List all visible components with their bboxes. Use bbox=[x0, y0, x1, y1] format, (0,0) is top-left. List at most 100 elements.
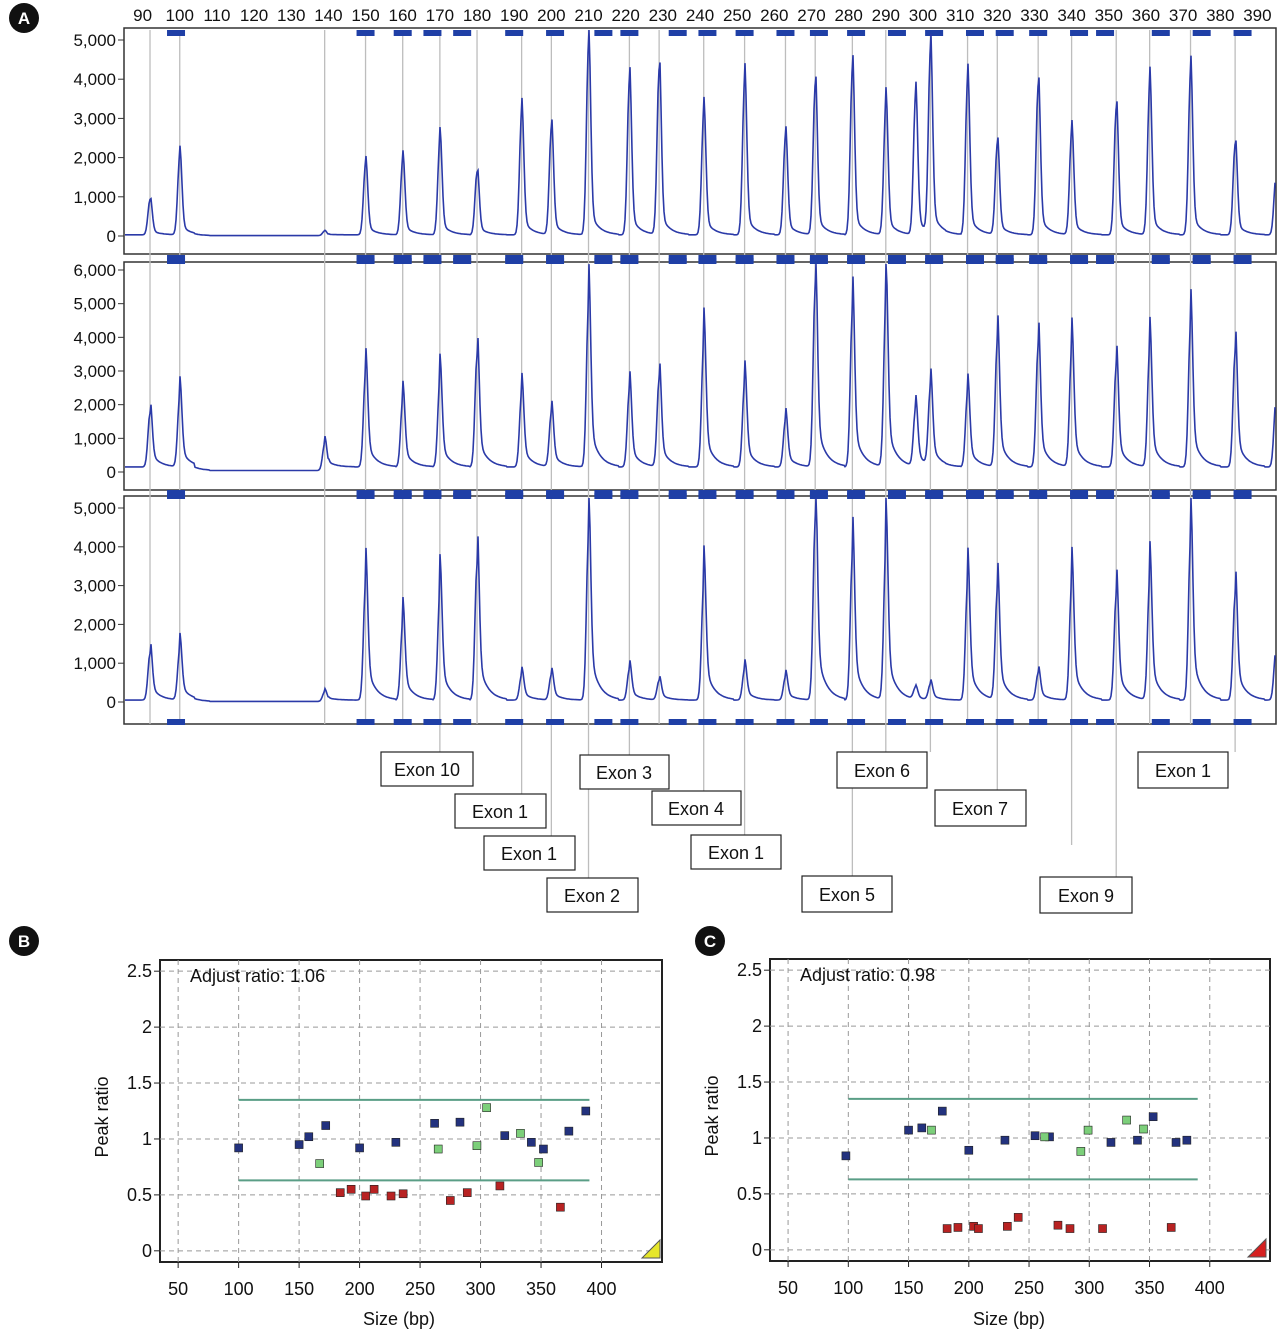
size-band bbox=[453, 719, 472, 725]
exon-label: Exon 1 bbox=[1155, 761, 1211, 781]
size-band bbox=[1029, 719, 1048, 725]
size-band bbox=[735, 258, 754, 264]
x-tick-label: 150 bbox=[894, 1278, 924, 1298]
exon-label: Exon 3 bbox=[596, 763, 652, 783]
size-band bbox=[620, 30, 639, 36]
point-green bbox=[482, 1103, 491, 1112]
size-band bbox=[620, 493, 639, 499]
size-tick-label: 280 bbox=[834, 6, 862, 25]
trace-3-frame bbox=[123, 495, 1277, 725]
trace-y-tick-label: 2,000 bbox=[73, 396, 116, 415]
size-band bbox=[423, 493, 442, 499]
y-tick-label: 0.5 bbox=[737, 1184, 762, 1204]
exon-label: Exon 2 bbox=[564, 886, 620, 906]
point-blue bbox=[294, 1140, 304, 1149]
panel-c-xlabel: Size (bp) bbox=[973, 1309, 1045, 1329]
size-band bbox=[423, 258, 442, 264]
size-band bbox=[925, 258, 944, 264]
y-tick-label: 1.5 bbox=[127, 1073, 152, 1093]
point-red bbox=[346, 1184, 356, 1194]
panel-c-bounds bbox=[848, 1097, 1198, 1181]
size-band bbox=[393, 493, 412, 499]
exon-label-box: Exon 4 bbox=[651, 790, 742, 826]
size-band bbox=[167, 258, 186, 264]
size-band bbox=[1029, 258, 1048, 264]
size-band bbox=[1096, 493, 1115, 499]
point-blue bbox=[564, 1126, 574, 1136]
x-tick-label: 50 bbox=[778, 1278, 798, 1298]
size-bands bbox=[167, 30, 1252, 725]
y-tick-label: 1 bbox=[142, 1129, 152, 1149]
size-band bbox=[847, 719, 866, 725]
size-band bbox=[965, 719, 984, 725]
x-tick-label: 50 bbox=[168, 1279, 188, 1299]
size-band bbox=[1233, 30, 1252, 36]
exon-label-box: Exon 1 bbox=[483, 835, 576, 871]
exon-label: Exon 4 bbox=[668, 799, 724, 819]
size-tick-label: 300 bbox=[909, 6, 937, 25]
size-band bbox=[887, 719, 906, 725]
size-band bbox=[776, 30, 795, 36]
point-blue bbox=[1000, 1135, 1010, 1145]
size-band bbox=[965, 258, 984, 264]
size-band bbox=[925, 493, 944, 499]
size-band bbox=[505, 493, 524, 499]
panel-b: 50 100 150 200 250 300 350 400 0 0.5 1 1.5 2 2.5 Adju… bbox=[92, 959, 663, 1329]
size-band bbox=[594, 258, 613, 264]
exon-label: Exon 7 bbox=[952, 799, 1008, 819]
panel-c-letter: C bbox=[704, 932, 716, 951]
size-band bbox=[965, 30, 984, 36]
size-tick-label: 270 bbox=[797, 6, 825, 25]
point-green bbox=[315, 1159, 324, 1168]
exon-label: Exon 1 bbox=[472, 802, 528, 822]
point-blue bbox=[937, 1106, 947, 1116]
size-band bbox=[925, 30, 944, 36]
panel-b-status-corner bbox=[640, 1238, 661, 1259]
size-band bbox=[965, 493, 984, 499]
size-band bbox=[1029, 30, 1048, 36]
point-blue bbox=[355, 1143, 364, 1153]
size-tick-label: 110 bbox=[203, 6, 230, 25]
size-tick-label: 170 bbox=[426, 6, 454, 25]
exon-label-box: Exon 1 bbox=[690, 834, 782, 870]
x-tick-label: 200 bbox=[954, 1278, 984, 1298]
exon-label: Exon 5 bbox=[819, 885, 875, 905]
size-tick-label: 180 bbox=[463, 6, 491, 25]
point-blue bbox=[539, 1144, 548, 1154]
point-green bbox=[516, 1129, 525, 1138]
panel-b-adjust-ratio: Adjust ratio: 1.06 bbox=[190, 966, 325, 986]
point-green bbox=[534, 1158, 543, 1167]
size-band bbox=[668, 258, 687, 264]
point-green bbox=[433, 1144, 443, 1154]
size-tick-label: 190 bbox=[500, 6, 528, 25]
trace-y-tick-label: 4,000 bbox=[73, 70, 116, 89]
point-blue bbox=[1133, 1135, 1142, 1145]
trace-y-tick-label: 5,000 bbox=[73, 295, 116, 314]
size-tick-label: 90 bbox=[133, 6, 152, 25]
size-band bbox=[546, 493, 565, 499]
size-band bbox=[809, 719, 828, 725]
point-blue bbox=[455, 1117, 465, 1127]
size-band bbox=[1233, 719, 1252, 725]
trace-y-tick-label: 1,000 bbox=[73, 188, 116, 207]
point-blue bbox=[500, 1131, 510, 1140]
x-tick-label: 200 bbox=[345, 1279, 375, 1299]
size-band bbox=[1192, 719, 1211, 725]
point-blue bbox=[1148, 1112, 1158, 1122]
y-tick-label: 2 bbox=[142, 1017, 152, 1037]
point-blue bbox=[904, 1125, 913, 1135]
point-red bbox=[1166, 1223, 1176, 1232]
size-band bbox=[995, 493, 1014, 499]
exon-label: Exon 10 bbox=[394, 760, 460, 780]
trace-y-tick-label: 2,000 bbox=[73, 615, 116, 634]
size-band bbox=[698, 258, 717, 264]
traces: 0 1,000 2,000 3,000 4,000 5,000 0 1,000 2,000 3,0… bbox=[73, 29, 1276, 712]
point-red bbox=[398, 1189, 408, 1199]
size-tick-label: 220 bbox=[611, 6, 639, 25]
size-band bbox=[620, 258, 639, 264]
size-band bbox=[546, 258, 565, 264]
trace-signal-1 bbox=[125, 29, 1276, 237]
size-tick-label: 320 bbox=[983, 6, 1011, 25]
x-tick-label: 300 bbox=[1074, 1278, 1104, 1298]
point-blue bbox=[1171, 1138, 1181, 1147]
